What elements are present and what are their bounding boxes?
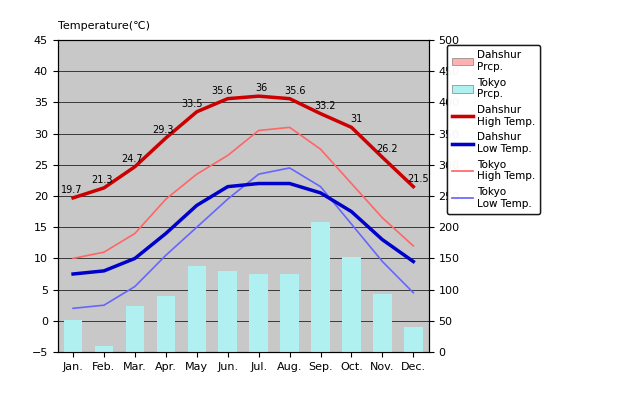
Text: 31: 31 [350, 114, 362, 124]
Legend: Dahshur
Prcp., Tokyo
Prcp., Dahshur
High Temp., Dahshur
Low Temp., Tokyo
High Te: Dahshur Prcp., Tokyo Prcp., Dahshur High… [447, 45, 540, 214]
Bar [125, 306, 144, 352]
Bar [404, 349, 422, 352]
Bar [95, 346, 113, 352]
Text: 35.6: 35.6 [211, 86, 233, 96]
Text: Temperature(℃): Temperature(℃) [58, 21, 150, 31]
Text: 36: 36 [255, 83, 268, 93]
Text: 24.7: 24.7 [121, 154, 143, 164]
Bar [64, 320, 83, 352]
Bar [404, 327, 422, 352]
Text: 33.5: 33.5 [181, 99, 203, 109]
Bar [218, 271, 237, 352]
Bar [280, 274, 299, 352]
Text: 29.3: 29.3 [152, 125, 173, 135]
Text: 26.2: 26.2 [376, 144, 398, 154]
Bar [250, 274, 268, 352]
Bar [157, 296, 175, 352]
Text: 19.7: 19.7 [61, 185, 83, 195]
Bar [188, 266, 206, 352]
Text: 21.3: 21.3 [92, 175, 113, 185]
Bar [342, 256, 361, 352]
Bar [311, 222, 330, 352]
Text: 21.5: 21.5 [407, 174, 429, 184]
Text: 35.6: 35.6 [284, 86, 306, 96]
Text: 33.2: 33.2 [314, 101, 336, 111]
Bar [373, 294, 392, 352]
